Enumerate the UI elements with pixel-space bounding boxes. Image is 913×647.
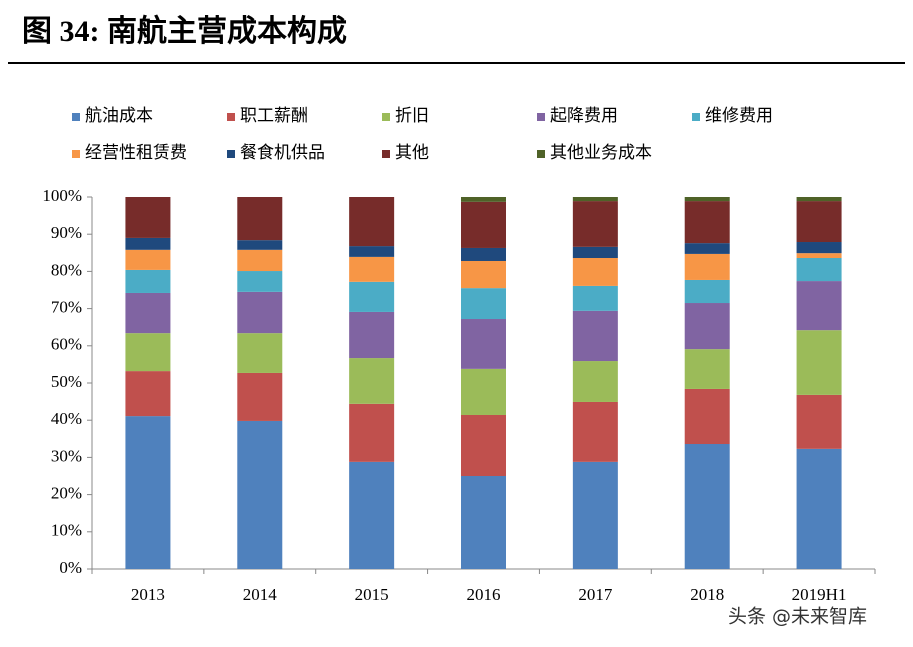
y-tick-label: 0% [59,558,82,577]
y-tick-label: 20% [51,484,82,503]
bar-segment [349,311,395,359]
x-tick-label: 2013 [131,585,165,604]
y-tick-label: 30% [51,446,82,465]
bar-segment [796,330,842,395]
legend-label: 折旧 [395,106,429,125]
y-tick-label: 10% [51,521,82,540]
legend-label: 经营性租赁费 [85,143,187,162]
bar-segment [461,476,506,569]
bar-segment [125,371,171,417]
bar-segment [461,247,506,261]
bar-segment [572,310,618,362]
bar-segment [237,249,283,272]
bar-segment [125,333,171,372]
bar-segment [349,403,395,462]
y-tick-label: 90% [51,223,82,242]
bar-segment [349,281,395,312]
x-tick-label: 2016 [467,585,501,604]
bar-segment [572,285,618,311]
bar-segment [349,461,395,569]
legend-label: 维修费用 [705,106,773,125]
bar-segment [796,242,842,254]
legend-swatch [537,150,545,158]
bar-segment [684,388,730,445]
bar-segment [796,394,842,449]
y-tick-label: 100% [42,186,82,205]
bar-segment [796,253,842,259]
legend-swatch [72,113,80,121]
bar-segment [461,201,506,248]
bar-segment [684,444,730,569]
bar-segment [572,197,618,202]
y-tick-label: 70% [51,298,82,317]
legend-label: 起降费用 [550,106,618,125]
bar-segment [572,361,618,402]
legend-swatch [227,150,235,158]
bar-segment [684,279,730,304]
y-tick-label: 80% [51,260,82,279]
legend-label: 其他 [395,143,429,162]
bar-segment [796,281,842,331]
bar-segment [572,258,618,286]
bar-segment [796,201,842,243]
bar-segment [461,414,506,476]
watermark: 头条 @未来智库 [728,606,867,628]
bar-segment [461,197,506,202]
legend-swatch [227,113,235,121]
bar-segment [796,197,842,202]
bar-segment [684,253,730,280]
x-tick-label: 2017 [578,585,613,604]
bar-segment [572,246,618,259]
bar-segment [684,201,730,244]
bar-segment [237,240,283,250]
bar-segment [125,197,171,238]
legend-label: 职工薪酬 [240,106,308,125]
bar-segment [461,368,506,415]
bar-segment [349,256,395,282]
y-tick-label: 50% [51,372,82,391]
x-tick-label: 2015 [355,585,389,604]
bar-segment [572,461,618,569]
bar-segment [349,197,395,247]
legend-swatch [692,113,700,121]
chart-title: 图 34: 南航主营成本构成 [22,14,347,48]
bar-segment [572,201,618,247]
bar-segment [125,237,171,250]
legend-label: 航油成本 [85,106,153,125]
bar-segment [237,271,283,292]
bar-segment [125,249,171,270]
bar-segment [349,358,395,404]
bar-segment [684,197,730,202]
legend-swatch [72,150,80,158]
bar-segment [796,448,842,569]
bar-segment [461,319,506,369]
bar-segment [237,420,283,569]
x-tick-label: 2019H1 [792,585,847,604]
bar-segment [125,292,171,334]
bar-segment [461,288,506,320]
x-tick-label: 2014 [243,585,278,604]
bar-segment [796,258,842,282]
legend-swatch [382,150,390,158]
bar-segment [125,416,171,569]
bar-segment [237,333,283,373]
y-tick-label: 60% [51,335,82,354]
bar-segment [237,372,283,421]
legend-label: 其他业务成本 [550,143,652,162]
bar-segment [684,349,730,389]
legend-label: 餐食机供品 [240,143,325,162]
bar-segment [684,243,730,254]
bar-segment [125,269,171,293]
bar-segment [349,246,395,257]
bar-segment [572,401,618,462]
y-tick-label: 40% [51,409,82,428]
bar-segment [237,291,283,334]
x-tick-label: 2018 [690,585,724,604]
bar-segment [237,197,283,241]
legend-swatch [537,113,545,121]
bar-segment [461,260,506,289]
bar-segment [684,303,730,350]
legend-swatch [382,113,390,121]
